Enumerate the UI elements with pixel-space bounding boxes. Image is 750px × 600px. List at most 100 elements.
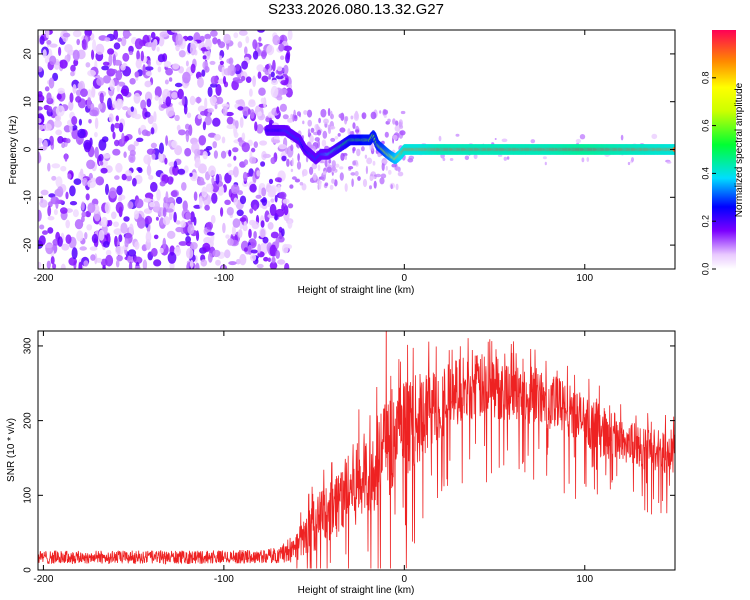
noise-blob: [40, 189, 49, 196]
noise-blob: [42, 230, 48, 235]
noise-blob: [87, 179, 96, 189]
noise-blob: [79, 246, 87, 251]
noise-blob: [38, 137, 43, 144]
noise-blob: [95, 43, 105, 55]
noise-blob: [78, 118, 82, 126]
noise-blob: [167, 140, 173, 147]
bottom-y-label: SNR (10 * v/v): [6, 418, 17, 482]
noise-blob: [329, 125, 336, 130]
noise-blob: [104, 37, 111, 42]
noise-blob: [60, 207, 68, 214]
noise-blob: [171, 140, 178, 149]
noise-blob: [48, 77, 55, 89]
noise-blob: [226, 116, 234, 125]
noise-blob: [227, 65, 231, 76]
noise-blob: [261, 75, 269, 83]
noise-blob: [193, 191, 198, 201]
noise-blob: [54, 114, 62, 122]
noise-blob: [239, 117, 244, 128]
noise-blob: [228, 261, 237, 266]
noise-blob: [100, 216, 108, 228]
noise-blob: [202, 151, 208, 160]
noise-blob: [186, 112, 192, 119]
noise-blob: [186, 247, 194, 259]
noise-blob: [253, 204, 257, 212]
noise-blob: [282, 198, 290, 204]
noise-blob: [257, 30, 265, 33]
noise-blob: [87, 69, 96, 77]
noise-blob: [322, 171, 326, 175]
noise-blob: [317, 129, 322, 136]
noise-blob: [173, 211, 177, 223]
noise-blob: [269, 203, 277, 216]
noise-blob: [243, 220, 247, 231]
noise-blob: [223, 33, 231, 44]
noise-blob: [388, 169, 392, 175]
noise-blob: [260, 97, 265, 104]
noise-blob: [105, 249, 112, 256]
noise-blob: [38, 261, 42, 269]
noise-blob: [51, 163, 61, 169]
noise-blob: [575, 138, 582, 144]
noise-blob: [172, 63, 180, 70]
noise-blob: [317, 164, 321, 171]
noise-blob: [308, 145, 314, 149]
noise-blob: [181, 182, 187, 191]
colorbar-tick-label: 0.4: [700, 167, 710, 180]
noise-blob: [180, 220, 186, 228]
noise-blob: [98, 229, 105, 241]
noise-blob: [81, 215, 85, 223]
noise-blob: [354, 170, 359, 177]
noise-blob: [159, 31, 169, 38]
noise-blob: [275, 75, 284, 80]
noise-blob: [270, 85, 279, 98]
noise-blob: [303, 110, 308, 115]
noise-blob: [185, 212, 191, 220]
noise-blob: [46, 92, 52, 102]
noise-blob: [375, 173, 382, 178]
noise-blob: [145, 231, 152, 243]
noise-blob: [225, 111, 234, 117]
noise-blob: [218, 41, 226, 49]
noise-blob: [307, 128, 311, 136]
noise-blob: [280, 80, 289, 86]
noise-blob: [242, 181, 249, 187]
noise-blob: [355, 129, 360, 133]
noise-blob: [87, 202, 96, 214]
noise-blob: [222, 222, 226, 234]
noise-blob: [197, 163, 207, 174]
noise-blob: [73, 59, 79, 67]
noise-blob: [203, 200, 208, 206]
noise-blob: [210, 30, 218, 37]
noise-blob: [214, 134, 221, 141]
noise-blob: [249, 88, 253, 97]
x-tick-label: 0: [402, 273, 408, 284]
noise-blob: [297, 153, 300, 162]
noise-blob: [270, 71, 275, 78]
noise-blob: [544, 161, 547, 166]
noise-blob: [199, 197, 203, 209]
noise-blob: [64, 153, 68, 162]
noise-blob: [134, 265, 141, 269]
noise-blob: [173, 246, 181, 257]
noise-blob: [329, 184, 334, 190]
noise-blob: [666, 161, 672, 164]
colorbar-tick-label: 0.8: [700, 72, 710, 85]
noise-blob: [237, 41, 243, 48]
noise-blob: [193, 216, 197, 226]
noise-blob: [110, 123, 115, 133]
noise-blob: [146, 164, 152, 177]
noise-blob: [128, 45, 134, 54]
noise-blob: [38, 106, 43, 111]
noise-blob: [215, 83, 222, 96]
noise-blob: [70, 71, 75, 77]
noise-blob: [362, 178, 368, 188]
noise-blob: [320, 108, 327, 118]
noise-blob: [122, 106, 129, 111]
noise-blob: [53, 119, 62, 128]
noise-blob: [209, 96, 217, 104]
noise-blob: [262, 236, 269, 244]
noise-blob: [277, 259, 286, 265]
noise-blob: [151, 153, 156, 160]
noise-blob: [120, 222, 128, 234]
